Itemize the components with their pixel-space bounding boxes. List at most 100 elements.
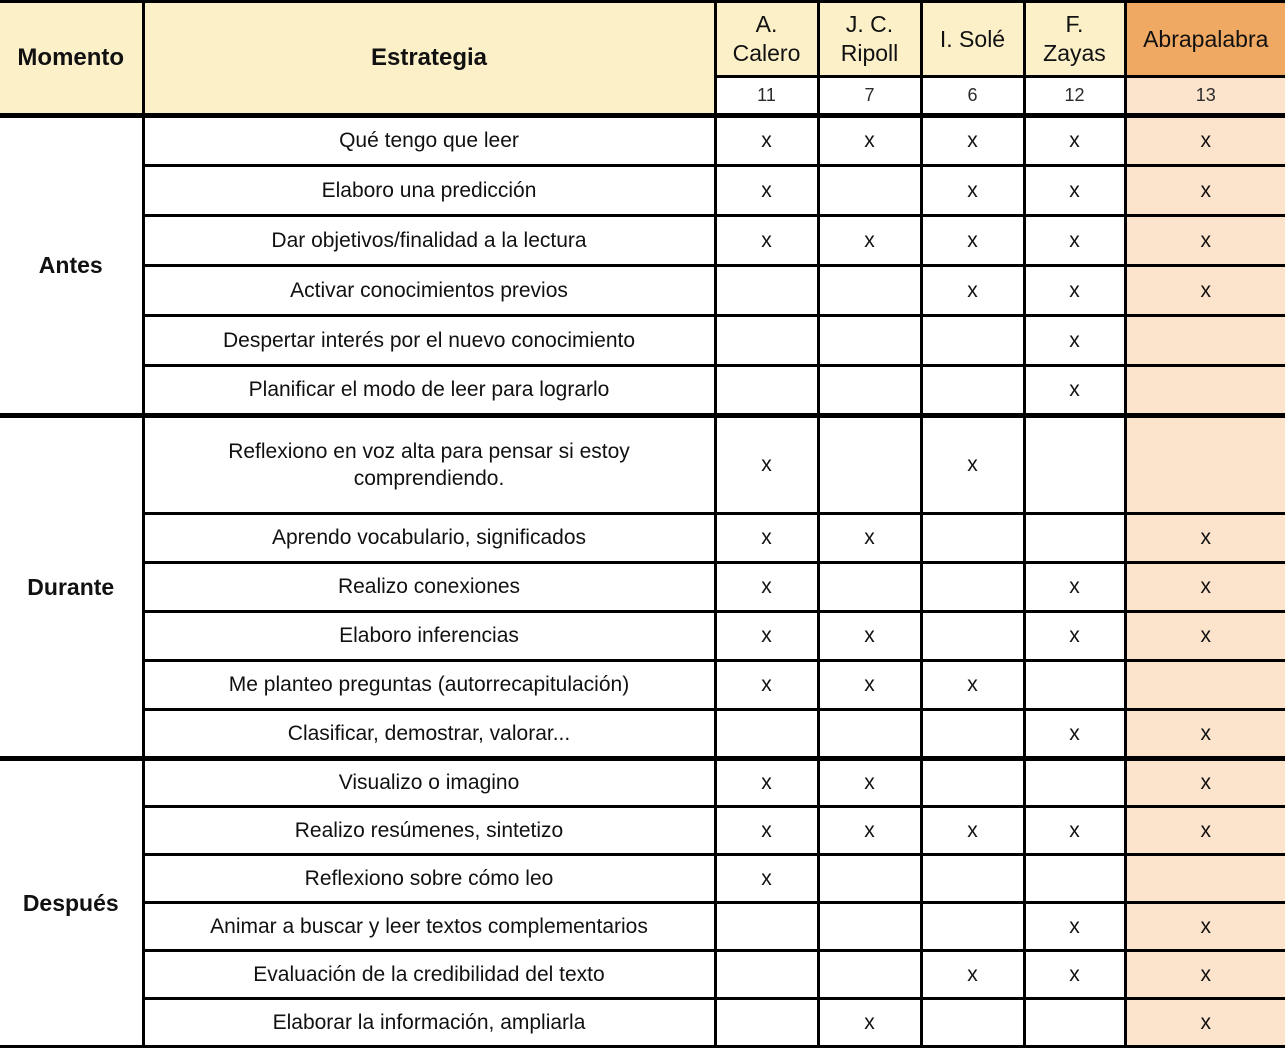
author-count-cell: 7 [816,75,923,118]
mark-cell-checked: x [713,561,820,613]
mark-cell-checked: x [1123,708,1285,760]
author-count-cell: 11 [713,75,820,118]
strategy-cell: Clasificar, demostrar, valorar... [141,708,717,760]
strategy-cell: Realizo resúmenes, sintetizo [141,805,717,856]
mark-cell-checked: x [713,853,820,904]
momento-group-label: Durante [0,413,145,760]
strategy-cell: Reflexiono sobre cómo leo [141,853,717,904]
mark-cell-empty [1022,413,1127,515]
mark-cell-checked: x [1123,805,1285,856]
mark-cell-empty [816,561,923,613]
mark-cell-empty [1022,853,1127,904]
author-header-cell: J. C. Ripoll [816,0,923,78]
mark-cell-empty [919,997,1026,1048]
mark-cell-checked: x [1022,708,1127,760]
mark-cell-empty [1022,512,1127,564]
mark-cell-empty [816,164,923,217]
mark-cell-checked: x [1022,610,1127,662]
mark-cell-checked: x [1123,756,1285,808]
mark-cell-checked: x [816,214,923,267]
mark-cell-empty [919,561,1026,613]
mark-cell-checked: x [1022,364,1127,417]
mark-cell-empty [1022,756,1127,808]
author-header-cell: I. Solé [919,0,1026,78]
strategy-row: Activar conocimientos previos x x x [0,264,1285,317]
mark-cell-checked: x [1123,949,1285,1000]
table-body: Antes Qué tengo que leer x x x x x Elaboro una … [0,113,1285,1048]
mark-cell-checked: x [713,164,820,217]
momento-group-label: Después [0,756,145,1048]
author-count-cell: 12 [1022,75,1127,118]
mark-cell-checked: x [1022,314,1127,367]
mark-cell-checked: x [1022,264,1127,317]
strategy-row: Reflexiono sobre cómo leo x [0,853,1285,904]
strategy-row: Elaboro una predicción x x x x [0,164,1285,217]
strategy-row: Aprendo vocabulario, significados x x x [0,512,1285,564]
mark-cell-empty [919,756,1026,808]
table-header: Momento Estrategia A. Calero J. C. Ripoll… [0,0,1285,118]
strategy-cell: Despertar interés por el nuevo conocimie… [141,314,717,367]
mark-cell-checked: x [713,610,820,662]
mark-cell-checked: x [1123,561,1285,613]
mark-cell-checked: x [1123,997,1285,1048]
mark-cell-empty [816,708,923,760]
mark-cell-checked: x [919,949,1026,1000]
mark-cell-checked: x [919,214,1026,267]
mark-cell-checked: x [919,413,1026,515]
mark-cell-checked: x [1022,949,1127,1000]
mark-cell-checked: x [919,659,1026,711]
mark-cell-checked: x [1123,512,1285,564]
mark-cell-checked: x [713,659,820,711]
author-header-row: Momento Estrategia A. Calero J. C. Ripoll… [0,0,1285,117]
mark-cell-checked: x [713,214,820,267]
mark-cell-checked: x [1123,901,1285,952]
mark-cell-empty [816,314,923,367]
strategy-row: Dar objetivos/finalidad a la lectura x x x x… [0,214,1285,267]
strategy-cell: Evaluación de la credibilidad del texto [141,949,717,1000]
mark-cell-empty [713,901,820,952]
mark-cell-checked: x [1123,164,1285,217]
mark-cell-checked: x [1022,805,1127,856]
strategy-row: Durante Reflexiono en voz alta para pensa… [0,413,1285,760]
mark-cell-empty [713,949,820,1000]
strategy-cell: Realizo conexiones [141,561,717,613]
mark-cell-empty [1123,413,1285,515]
mark-cell-empty [919,708,1026,760]
strategy-row: Me planteo preguntas (autorrecapitulació… [0,659,1285,711]
mark-cell-checked: x [1123,610,1285,662]
mark-cell-empty [1123,364,1285,417]
mark-cell-empty [1123,314,1285,367]
mark-cell-empty [919,512,1026,564]
strategy-row: Después Visualizo o imagino x x x [0,756,1285,1048]
strategy-row: Realizo resúmenes, sintetizo x x x x x [0,805,1285,856]
mark-cell-checked: x [1022,164,1127,217]
mark-cell-empty [713,997,820,1048]
mark-cell-checked: x [713,805,820,856]
strategy-row: Elaboro inferencias x x x x [0,610,1285,662]
mark-cell-empty [816,264,923,317]
mark-cell-empty [713,264,820,317]
mark-cell-checked: x [919,113,1026,167]
mark-cell-empty [1022,997,1127,1048]
author-header-cell: Abrapalabra [1123,0,1285,78]
mark-cell-checked: x [1123,113,1285,167]
strategy-cell: Qué tengo que leer [141,113,717,167]
strategy-row: Clasificar, demostrar, valorar... x x [0,708,1285,760]
mark-cell-checked: x [1123,214,1285,267]
strategy-cell: Elaboro una predicción [141,164,717,217]
mark-cell-empty [1123,659,1285,711]
strategy-row: Antes Qué tengo que leer x x x x x [0,113,1285,417]
mark-cell-checked: x [713,413,820,515]
mark-cell-empty [1123,853,1285,904]
mark-cell-checked: x [713,512,820,564]
mark-cell-checked: x [1022,901,1127,952]
strategy-cell: Visualizo o imagino [141,756,717,808]
strategy-row: Animar a buscar y leer textos complement… [0,901,1285,952]
strategy-cell: Elaboro inferencias [141,610,717,662]
strategy-row: Evaluación de la credibilidad del texto x… [0,949,1285,1000]
mark-cell-empty [713,314,820,367]
mark-cell-empty [816,853,923,904]
strategy-cell: Activar conocimientos previos [141,264,717,317]
strategy-row: Despertar interés por el nuevo conocimie… [0,314,1285,367]
